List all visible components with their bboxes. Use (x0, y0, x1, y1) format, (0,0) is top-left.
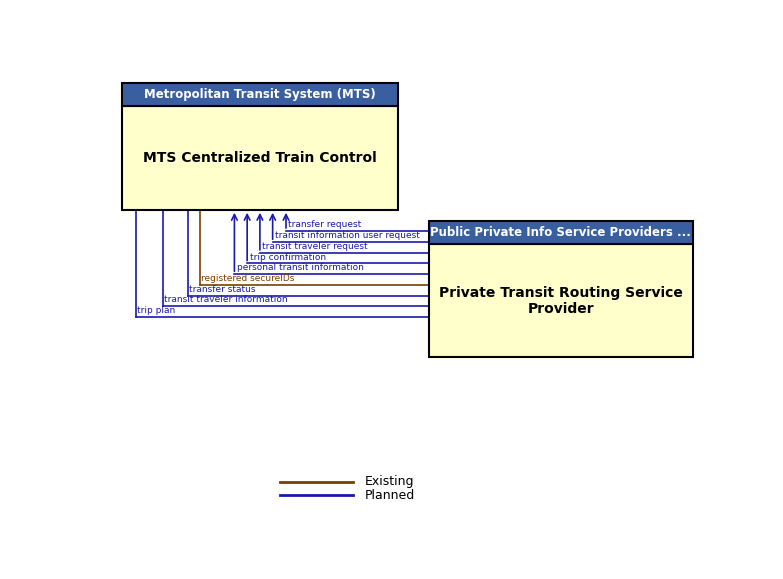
Text: trip confirmation: trip confirmation (250, 252, 326, 262)
Text: transit information user request: transit information user request (275, 231, 420, 240)
Bar (428, 221, 693, 244)
Text: transit traveler information: transit traveler information (164, 295, 287, 305)
Text: transfer status: transfer status (189, 285, 255, 294)
Text: Existing: Existing (365, 475, 414, 488)
Bar (428, 244, 693, 357)
Text: registered secureIDs: registered secureIDs (201, 274, 294, 283)
Text: trip plan: trip plan (137, 306, 175, 315)
Bar (122, 106, 399, 210)
Bar (122, 83, 399, 106)
Text: MTS Centralized Train Control: MTS Centralized Train Control (143, 151, 377, 165)
Text: Planned: Planned (365, 489, 415, 502)
Text: transit traveler request: transit traveler request (262, 242, 368, 251)
Text: Private Transit Routing Service
Provider: Private Transit Routing Service Provider (438, 285, 683, 316)
Text: personal transit information: personal transit information (236, 263, 364, 272)
Text: Metropolitan Transit System (MTS): Metropolitan Transit System (MTS) (144, 88, 376, 101)
Text: transfer request: transfer request (288, 220, 362, 229)
Text: Public Private Info Service Providers ...: Public Private Info Service Providers ..… (430, 226, 691, 239)
